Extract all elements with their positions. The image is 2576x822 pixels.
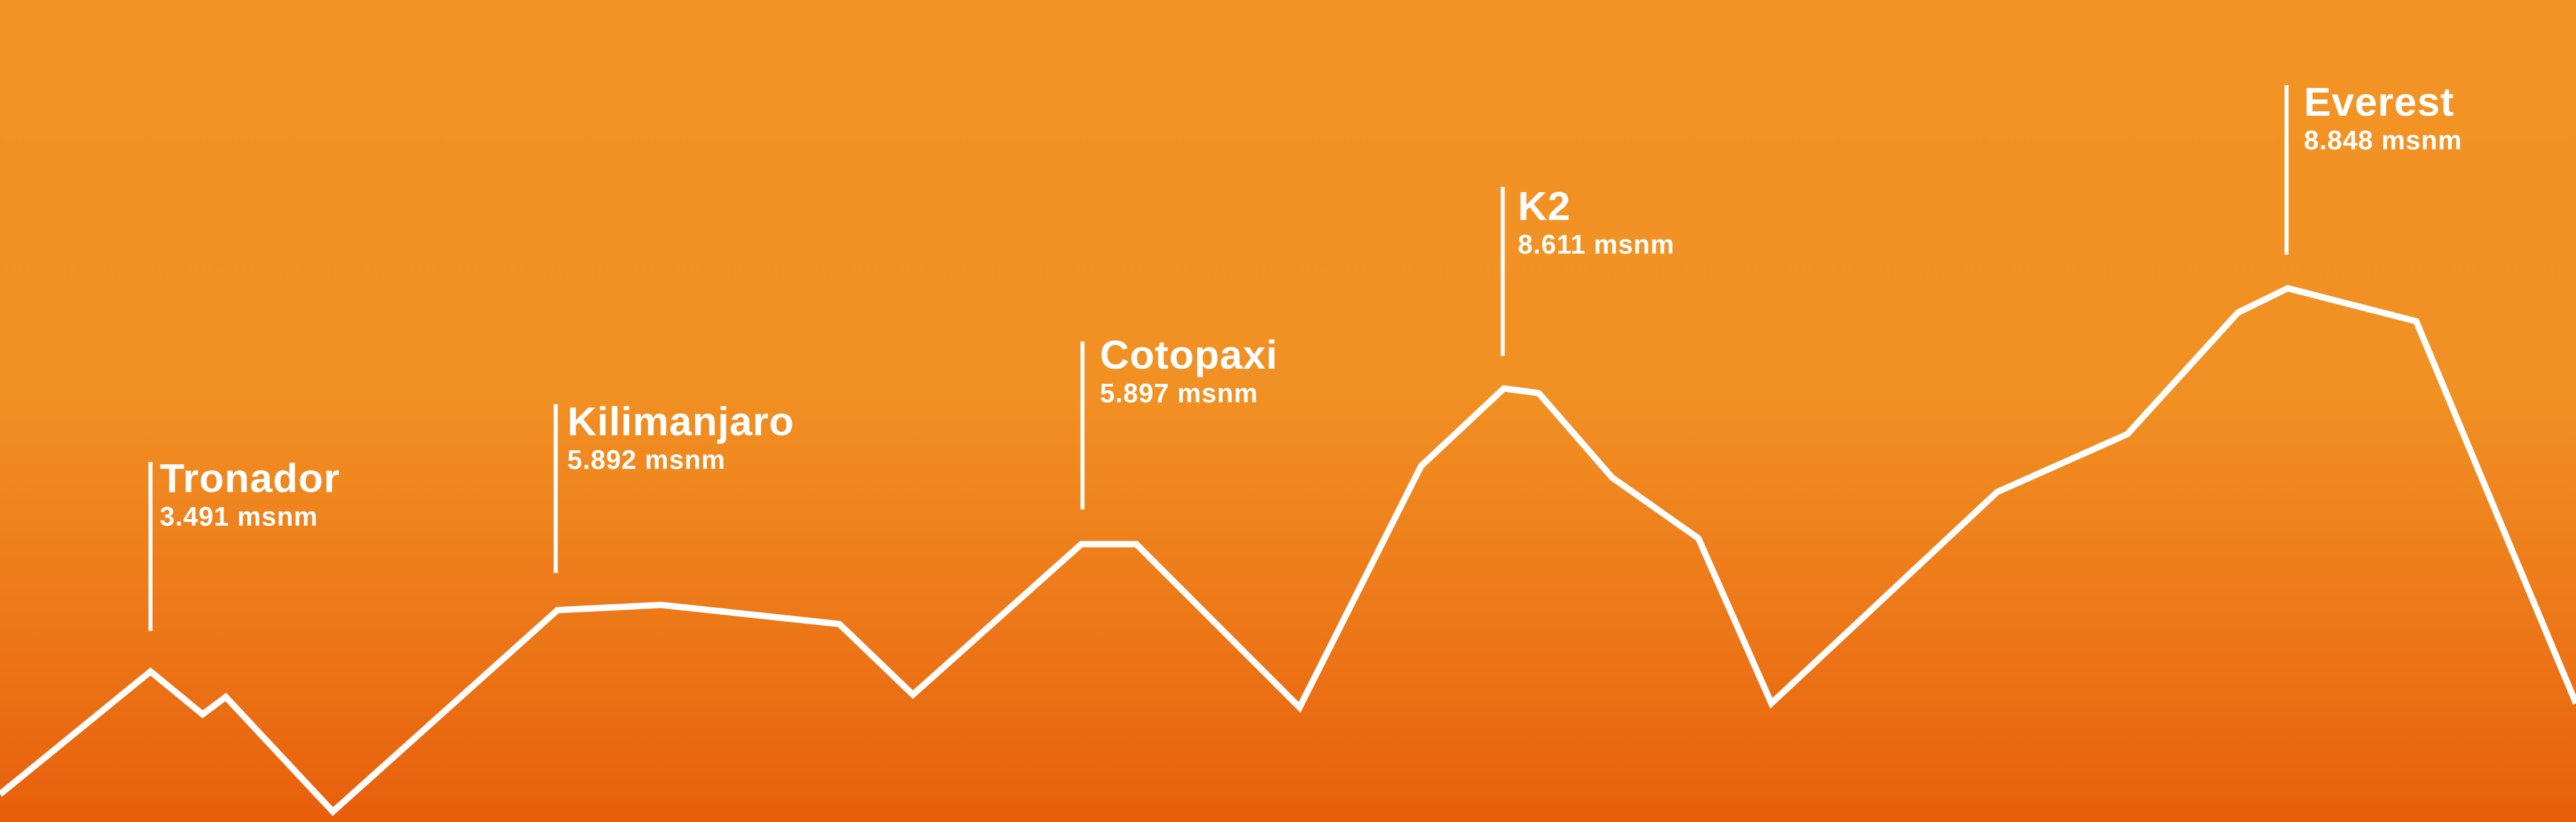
- peak-height: 5.892 msnm: [567, 445, 726, 475]
- peak-height: 8.848 msnm: [2304, 125, 2463, 155]
- peak-name: K2: [1518, 184, 1571, 229]
- peak-height: 3.491 msnm: [160, 501, 318, 531]
- peak-label-tronador: Tronador 3.491 msnm: [160, 456, 340, 533]
- peak-name: Tronador: [160, 456, 340, 501]
- peak-name: Kilimanjaro: [567, 399, 795, 444]
- peak-height: 5.897 msnm: [1100, 378, 1258, 408]
- peak-label-k2: K2 8.611 msnm: [1518, 184, 1675, 260]
- peak-label-kilimanjaro: Kilimanjaro 5.892 msnm: [567, 399, 794, 476]
- peak-name: Cotopaxi: [1100, 332, 1278, 377]
- peak-name: Everest: [2304, 79, 2454, 124]
- peak-height: 8.611 msnm: [1518, 229, 1675, 259]
- ridge-line: [0, 285, 2576, 816]
- peak-label-cotopaxi: Cotopaxi 5.897 msnm: [1100, 333, 1278, 409]
- peak-label-everest: Everest 8.848 msnm: [2304, 80, 2462, 156]
